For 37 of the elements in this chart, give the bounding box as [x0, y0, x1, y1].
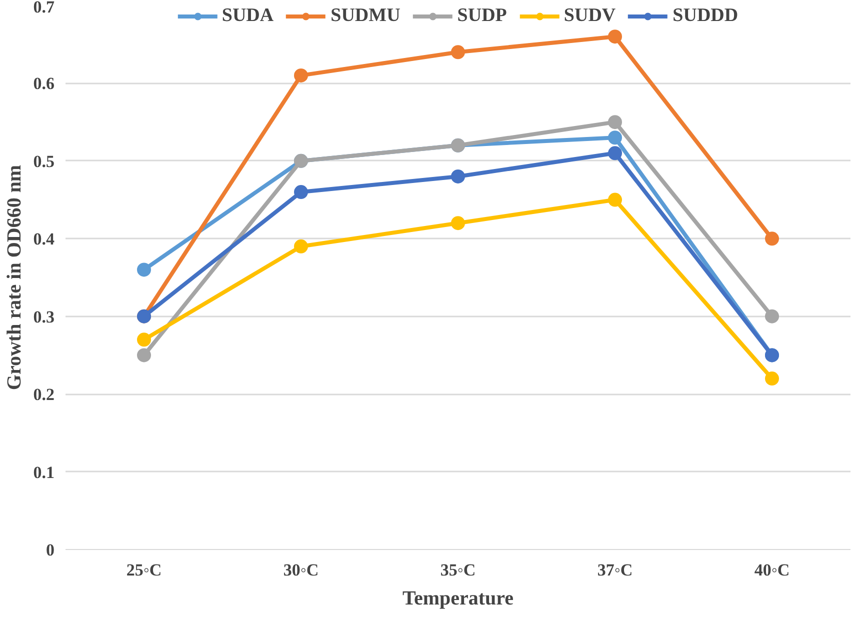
point [765, 232, 779, 246]
point [294, 68, 308, 82]
x-axis-title: Temperature [402, 588, 514, 610]
y-tick-label: 0.1 [33, 462, 54, 482]
point [451, 216, 465, 230]
point [608, 146, 622, 160]
point [137, 332, 151, 347]
y-axis-title: Growth rate in OD660 nm [3, 164, 26, 390]
legend-label: SUDDD [672, 5, 738, 27]
y-tick-label: 0.2 [33, 385, 54, 404]
point [608, 130, 622, 145]
point [608, 115, 622, 130]
point [294, 239, 308, 254]
point [294, 185, 308, 199]
point [765, 309, 779, 324]
x-tick-label: 30◦C [283, 560, 319, 580]
y-tick-label: 0.7 [33, 0, 55, 16]
point [137, 348, 151, 362]
y-tick-label: 0 [46, 540, 54, 560]
point [608, 30, 622, 44]
legend-label: SUDMU [330, 5, 400, 27]
y-tick-label: 0.5 [33, 152, 54, 171]
y-tick-label: 0.4 [33, 230, 55, 249]
x-tick-label: 40◦C [754, 560, 790, 580]
legend-label: SUDP [457, 5, 507, 27]
point [451, 45, 465, 60]
x-tick-label: 25◦C [126, 560, 162, 580]
x-tick-label: 35◦C [440, 560, 476, 580]
point [608, 192, 622, 207]
y-tick-label: 0.6 [33, 74, 54, 94]
point [765, 372, 779, 386]
legend-label: SUDA [222, 5, 274, 27]
y-tick-label: 0.3 [33, 307, 54, 326]
point [137, 262, 151, 277]
x-tick-label: 37◦C [597, 560, 633, 580]
point [451, 169, 465, 184]
legend-label: SUDV [564, 5, 616, 27]
